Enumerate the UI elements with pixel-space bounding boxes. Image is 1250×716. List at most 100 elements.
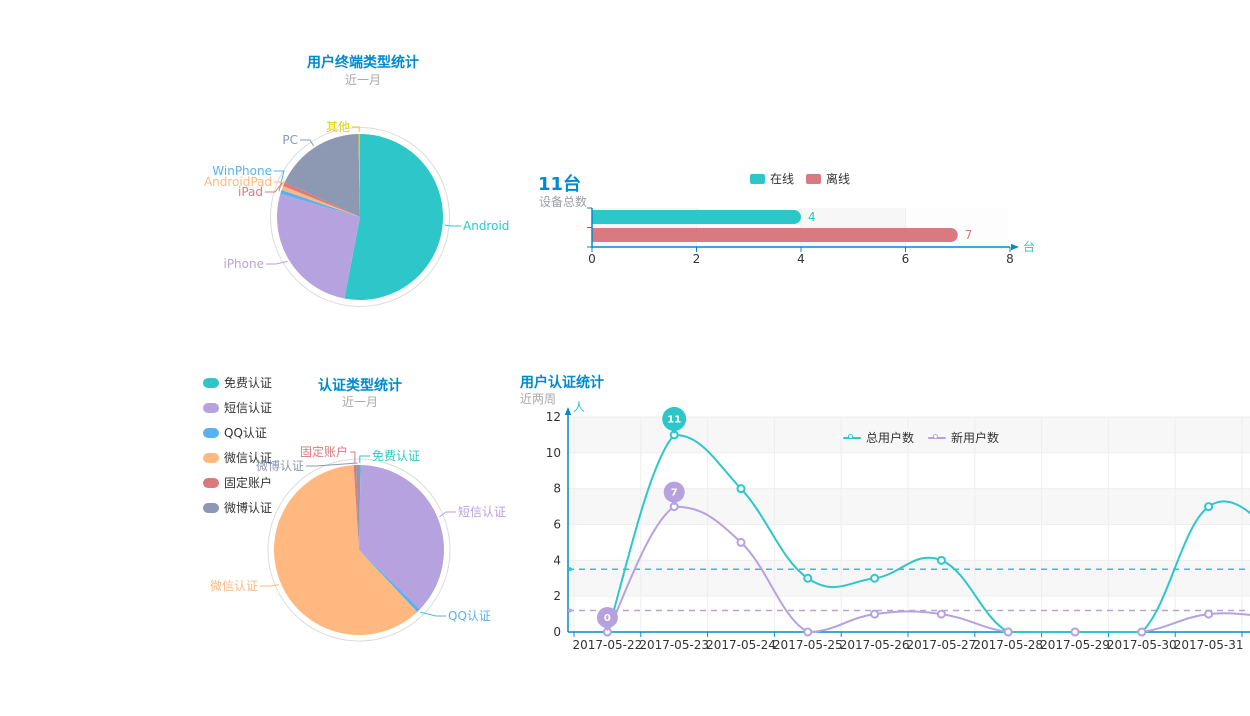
svg-text:2017-05-22: 2017-05-22 xyxy=(573,638,643,652)
svg-text:0: 0 xyxy=(604,613,611,624)
svg-text:WinPhone: WinPhone xyxy=(212,164,272,178)
svg-text:2017-05-31: 2017-05-31 xyxy=(1174,638,1244,652)
svg-text:8: 8 xyxy=(553,482,561,496)
svg-text:iPad: iPad xyxy=(238,185,263,199)
svg-text:人: 人 xyxy=(573,400,585,414)
auth-line-title: 用户认证统计 xyxy=(520,375,604,391)
offline-legend-label: 离线 xyxy=(826,172,851,186)
device-total-subtitle: 设备总数 xyxy=(539,195,588,209)
svg-text:2: 2 xyxy=(693,252,701,266)
pie-slice-iPad xyxy=(283,182,360,217)
svg-text:2017-05-25: 2017-05-25 xyxy=(773,638,843,652)
pie-slice-iPhone xyxy=(277,193,360,299)
svg-text:0: 0 xyxy=(553,625,561,639)
device-total-title: 11台 xyxy=(538,174,582,195)
svg-text:2017-05-26: 2017-05-26 xyxy=(840,638,910,652)
svg-text:10: 10 xyxy=(546,446,561,460)
fixed-account-legend-label: 固定账户 xyxy=(224,476,273,490)
svg-text:6: 6 xyxy=(902,252,910,266)
legend-item-qq-auth[interactable]: QQ认证 xyxy=(203,424,272,441)
svg-text:4: 4 xyxy=(553,553,561,567)
svg-text:固定账户: 固定账户 xyxy=(300,444,348,459)
svg-text:iPhone: iPhone xyxy=(223,257,264,271)
svg-text:短信认证: 短信认证 xyxy=(458,505,506,519)
pie-slice-免费认证 xyxy=(359,465,361,550)
wechat-auth-swatch-icon xyxy=(203,452,219,463)
svg-text:2017-05-27: 2017-05-27 xyxy=(907,638,977,652)
pie-slice-短信认证 xyxy=(359,465,444,610)
user-auth-line-chart[interactable]: 0246810122017-05-222017-05-232017-05-242… xyxy=(540,400,1250,665)
auth-line-subtitle: 近两周 xyxy=(520,392,557,406)
svg-text:Android: Android xyxy=(463,219,509,233)
pie-slice-PC xyxy=(284,134,360,217)
svg-text:6: 6 xyxy=(553,518,561,532)
svg-text:2017-05-30: 2017-05-30 xyxy=(1107,638,1177,652)
terminal-pie-title: 用户终端类型统计 xyxy=(307,55,419,71)
auth-line-legend: 总用户数 新用户数 xyxy=(843,429,999,446)
qq-auth-swatch-icon xyxy=(203,427,219,438)
free-auth-legend-label: 免费认证 xyxy=(224,376,273,390)
legend-item-new-users[interactable]: 新用户数 xyxy=(928,429,999,446)
svg-text:2017-05-29: 2017-05-29 xyxy=(1040,638,1110,652)
auth-pie-title: 认证类型统计 xyxy=(318,378,402,394)
legend-item-weibo-auth[interactable]: 微博认证 xyxy=(203,499,272,516)
svg-text:11: 11 xyxy=(667,414,681,425)
device-bar-legend: 在线 离线 xyxy=(700,170,900,187)
svg-text:8: 8 xyxy=(1006,252,1014,266)
svg-text:微信认证: 微信认证 xyxy=(210,579,258,593)
pie-slice-AndroidPad xyxy=(281,185,360,217)
svg-text:AndroidPad: AndroidPad xyxy=(204,175,272,189)
auth-pie-legend: 免费认证 短信认证 QQ认证 微信认证 固定账户 微博认证 xyxy=(203,374,272,516)
legend-item-sms-auth[interactable]: 短信认证 xyxy=(203,399,272,416)
pie-slice-WinPhone xyxy=(280,189,360,217)
qq-auth-legend-label: QQ认证 xyxy=(224,426,267,440)
terminal-pie-subtitle: 近一月 xyxy=(344,73,381,87)
online-swatch-icon xyxy=(749,173,765,184)
svg-text:0: 0 xyxy=(588,252,596,266)
svg-text:2017-05-28: 2017-05-28 xyxy=(973,638,1043,652)
svg-text:12: 12 xyxy=(546,410,561,424)
pie-slice-Android xyxy=(344,134,444,300)
sms-auth-swatch-icon xyxy=(203,402,219,413)
bar-离线 xyxy=(592,228,958,242)
legend-item-offline[interactable]: 离线 xyxy=(806,170,850,187)
legend-item-online[interactable]: 在线 xyxy=(749,170,794,187)
svg-text:PC: PC xyxy=(282,133,298,147)
pie-slice-QQ认证 xyxy=(359,550,420,612)
svg-text:2: 2 xyxy=(553,589,561,603)
online-legend-label: 在线 xyxy=(769,172,794,186)
legend-item-total-users[interactable]: 总用户数 xyxy=(843,429,914,446)
free-auth-swatch-icon xyxy=(203,377,219,388)
legend-item-wechat-auth[interactable]: 微信认证 xyxy=(203,449,272,466)
svg-text:QQ认证: QQ认证 xyxy=(448,609,491,623)
svg-text:4: 4 xyxy=(808,210,816,224)
weibo-auth-legend-label: 微博认证 xyxy=(224,501,273,515)
svg-text:2017-05-23: 2017-05-23 xyxy=(639,638,709,652)
pie-slice-其他 xyxy=(358,133,360,217)
svg-text:免费认证: 免费认证 xyxy=(372,448,420,463)
device-online-offline-bar-chart[interactable]: 4 7 0 2 4 6 8台 xyxy=(585,205,1050,267)
total-users-legend-label: 总用户数 xyxy=(866,431,915,445)
fixed-account-swatch-icon xyxy=(203,477,219,488)
sms-auth-legend-label: 短信认证 xyxy=(224,401,273,415)
svg-text:其他: 其他 xyxy=(326,120,350,134)
legend-item-free-auth[interactable]: 免费认证 xyxy=(203,374,272,391)
svg-text:2017-05-24: 2017-05-24 xyxy=(706,638,776,652)
pie-slice-微博认证 xyxy=(356,465,359,550)
weibo-auth-swatch-icon xyxy=(203,502,219,513)
svg-text:7: 7 xyxy=(671,488,678,499)
wechat-auth-legend-label: 微信认证 xyxy=(224,451,273,465)
pie-slice-微信认证 xyxy=(273,465,418,636)
svg-text:4: 4 xyxy=(797,252,805,266)
new-users-legend-label: 新用户数 xyxy=(951,431,1000,445)
pie-slice-固定账户 xyxy=(353,465,359,550)
offline-swatch-icon xyxy=(806,173,821,184)
bar-在线 xyxy=(592,210,801,224)
legend-item-fixed-account[interactable]: 固定账户 xyxy=(203,474,272,491)
svg-text:台: 台 xyxy=(1023,239,1035,254)
total-users-line-icon xyxy=(843,433,861,439)
auth-pie-subtitle: 近一月 xyxy=(341,395,378,409)
